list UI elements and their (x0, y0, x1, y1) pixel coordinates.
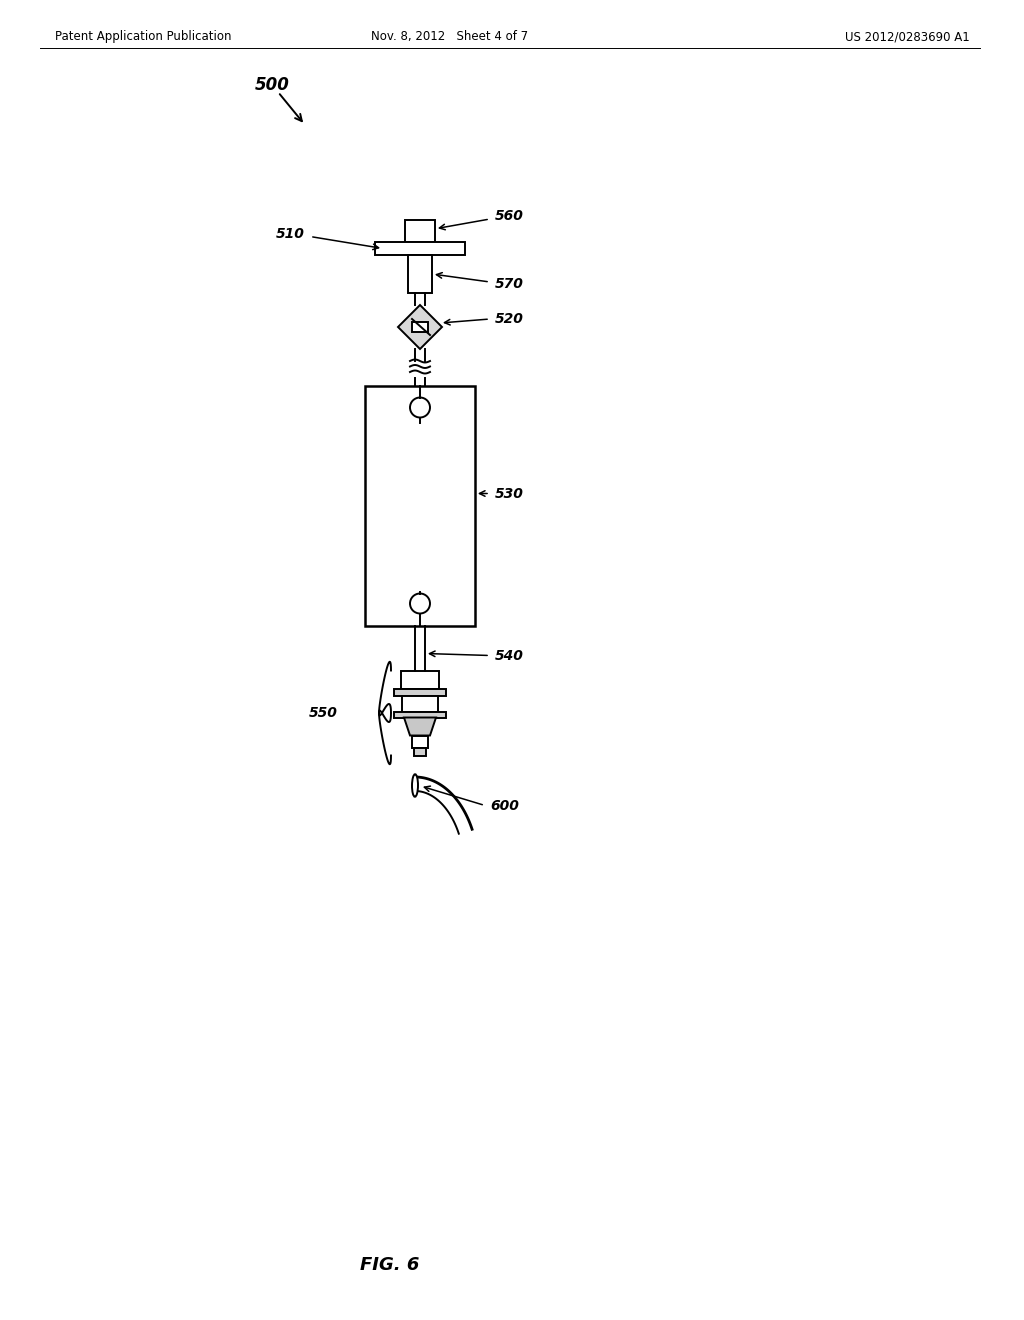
Ellipse shape (412, 775, 418, 797)
Bar (402, 696, 438, 711)
Text: Patent Application Publication: Patent Application Publication (55, 30, 231, 44)
Text: 550: 550 (309, 706, 338, 719)
Bar (406, 220, 435, 242)
Bar (412, 322, 428, 333)
Polygon shape (404, 718, 436, 735)
Text: 560: 560 (495, 209, 524, 223)
Bar (408, 255, 432, 293)
Bar (394, 689, 446, 696)
Text: 510: 510 (276, 227, 305, 240)
Text: 520: 520 (495, 312, 524, 326)
Polygon shape (398, 305, 442, 348)
Circle shape (410, 594, 430, 614)
Text: FIG. 6: FIG. 6 (360, 1257, 420, 1274)
Text: 600: 600 (490, 799, 519, 813)
Text: Nov. 8, 2012   Sheet 4 of 7: Nov. 8, 2012 Sheet 4 of 7 (372, 30, 528, 44)
Text: 500: 500 (255, 77, 290, 94)
Bar (414, 747, 426, 755)
Bar (394, 711, 446, 718)
Bar (365, 385, 475, 626)
Bar (401, 671, 439, 689)
Text: 570: 570 (495, 277, 524, 290)
Text: 530: 530 (495, 487, 524, 500)
Circle shape (410, 397, 430, 417)
Bar (412, 735, 428, 747)
Text: US 2012/0283690 A1: US 2012/0283690 A1 (845, 30, 970, 44)
Bar (375, 242, 465, 255)
Text: 540: 540 (495, 648, 524, 663)
